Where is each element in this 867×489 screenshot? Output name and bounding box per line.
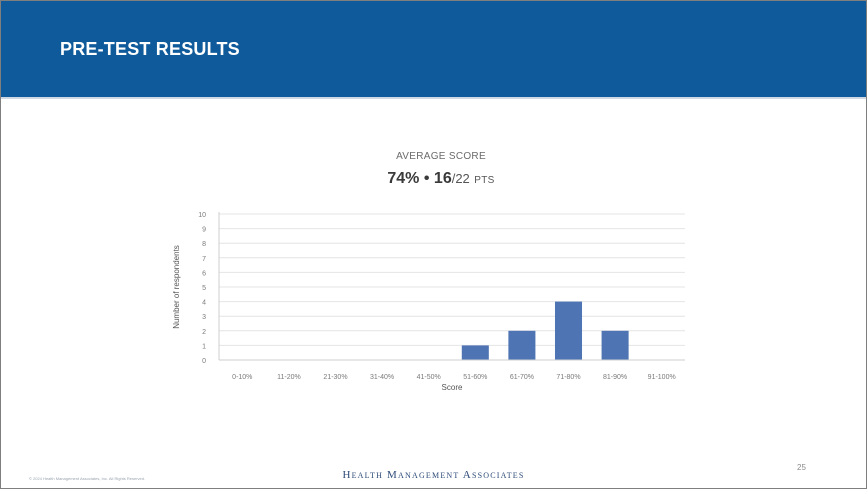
x-tick-label: 41-50%: [417, 374, 441, 381]
y-tick-label: 1: [202, 343, 206, 350]
average-unit: PTS: [474, 175, 495, 186]
x-tick-label: 81-90%: [603, 374, 627, 381]
y-tick-label: 10: [198, 212, 206, 219]
y-axis-title: Number of respondents: [172, 245, 181, 329]
average-separator: •: [423, 170, 430, 187]
x-tick-label: 21-30%: [323, 374, 347, 381]
header-band: [1, 1, 866, 97]
x-tick-label: 0-10%: [232, 374, 252, 381]
header-divider: [1, 97, 866, 99]
bar-81-90%: [601, 330, 629, 360]
average-score-label: AVERAGE SCORE: [396, 151, 486, 162]
bars: [461, 301, 629, 360]
y-tick-label: 2: [202, 329, 206, 336]
y-tick-label: 9: [202, 227, 206, 234]
y-tick-label: 0: [202, 358, 206, 365]
grid-lines: [219, 213, 685, 346]
x-tick-label: 31-40%: [370, 374, 394, 381]
x-tick-label: 61-70%: [510, 374, 534, 381]
bar-51-60%: [461, 345, 489, 360]
y-tick-label: 5: [202, 285, 206, 292]
y-tick-label: 7: [202, 256, 206, 263]
x-tick-label: 51-60%: [463, 374, 487, 381]
average-total: /22: [451, 171, 470, 186]
bar-chart: 0 1 2 3 4 5 6 7 8 9 10 0-10% 11-20% 21-30% 31-40% 41-5…: [172, 212, 685, 392]
y-tick-label: 4: [202, 300, 206, 307]
average-points: 16: [433, 170, 452, 187]
y-tick-label: 6: [202, 270, 206, 277]
y-tick-label: 3: [202, 314, 206, 321]
footer-brand: Health Management Associates: [342, 469, 525, 481]
x-tick-label: 91-100%: [648, 374, 676, 381]
bar-71-80%: [554, 301, 583, 360]
y-tick-labels: 0 1 2 3 4 5 6 7 8 9 10: [198, 212, 206, 365]
y-tick-label: 8: [202, 241, 206, 248]
x-tick-label: 71-80%: [556, 374, 580, 381]
x-tick-labels: 0-10% 11-20% 21-30% 31-40% 41-50% 51-60% 61-70…: [232, 374, 676, 381]
slide-title: PRE-TEST RESULTS: [60, 39, 240, 59]
average-percent: 74%: [387, 170, 420, 187]
x-tick-label: 11-20%: [277, 374, 301, 381]
page-number: 25: [797, 463, 806, 472]
bar-61-70%: [508, 330, 536, 360]
average-score-value: 74% • 16/22 PTS: [161, 170, 721, 188]
chart-container: AVERAGE SCORE 74% • 16/22 PTS 0 1 2 3 4 5 6 7 8 9…: [161, 141, 721, 411]
x-axis-title: Score: [442, 383, 463, 392]
footer-copyright: © 2024 Health Management Associates, Inc…: [29, 476, 146, 481]
